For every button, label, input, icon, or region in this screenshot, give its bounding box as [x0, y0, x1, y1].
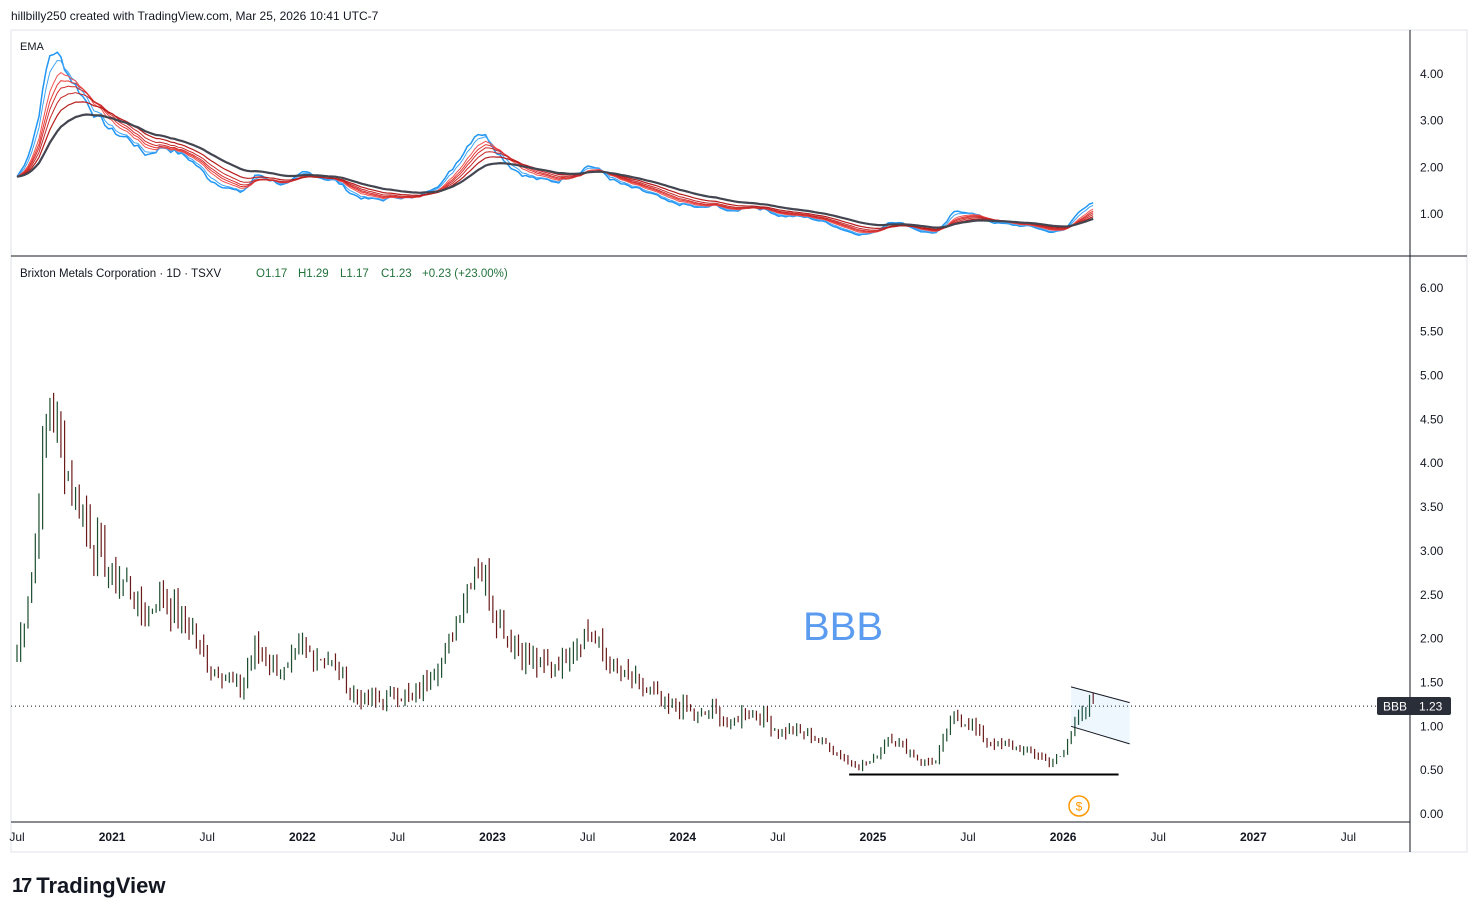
ema-line-15 [16, 92, 1094, 231]
time-tick: Jul [580, 830, 595, 844]
channel-lower-line [1070, 725, 1130, 745]
ema-price-tick: 3.00 [1420, 114, 1444, 128]
time-tick: 2026 [1050, 830, 1077, 844]
price-tick: 1.00 [1420, 719, 1444, 733]
ohlc-high: H1.29 [298, 268, 329, 280]
last-price-symbol: BBB [1383, 700, 1407, 714]
time-tick: Jul [770, 830, 785, 844]
price-tick: 4.50 [1420, 412, 1444, 426]
price-tick: 6.00 [1420, 281, 1444, 295]
price-tick: 0.50 [1420, 763, 1444, 777]
ohlc-low: L1.17 [340, 268, 369, 280]
tradingview-logo[interactable]: 17 TradingView [12, 873, 166, 898]
price-tick: 2.50 [1420, 588, 1444, 602]
ema-line-5 [16, 59, 1094, 235]
main-pane-title: Brixton Metals Corporation · 1D · TSXV [20, 268, 221, 280]
ohlc-close: C1.23 [381, 268, 412, 280]
ohlc-change: +0.23 (+23.00%) [422, 268, 508, 280]
time-tick: 2024 [669, 830, 696, 844]
ema-line-10 [16, 80, 1094, 233]
price-tick: 1.50 [1420, 675, 1444, 689]
chart-frame [10, 29, 1468, 853]
ema-price-tick: 2.00 [1420, 160, 1444, 174]
price-tick: 0.00 [1420, 807, 1444, 821]
time-tick: 2027 [1240, 830, 1267, 844]
time-tick: Jul [9, 830, 24, 844]
price-tick: 4.00 [1420, 456, 1444, 470]
ema-line-20 [16, 101, 1094, 230]
time-tick: Jul [1151, 830, 1166, 844]
ohlc-open: O1.17 [256, 268, 287, 280]
last-price-value: 1.23 [1419, 700, 1443, 714]
time-tick: Jul [960, 830, 975, 844]
ema-line-12 [16, 85, 1094, 232]
ema-price-tick: 4.00 [1420, 67, 1444, 81]
dividend-marker[interactable]: $ [1068, 795, 1090, 817]
ema-price-tick: 1.00 [1420, 207, 1444, 221]
time-tick: Jul [390, 830, 405, 844]
time-tick: 2022 [289, 830, 316, 844]
time-tick: 2023 [479, 830, 506, 844]
dividend-icon[interactable] [1068, 795, 1090, 817]
channel-fill [1071, 686, 1130, 744]
ema-pane-title: EMA [20, 41, 45, 53]
symbol-annotation[interactable]: BBB [803, 605, 883, 649]
channel-upper-line [1070, 686, 1130, 704]
ema-line-30 [16, 113, 1094, 229]
svg-text:$: $ [1076, 800, 1083, 814]
last-price-label: BBB 1.23 [1377, 697, 1451, 715]
time-tick: Jul [200, 830, 215, 844]
time-tick: 2021 [99, 830, 126, 844]
price-tick: 5.00 [1420, 369, 1444, 383]
price-tick: 3.50 [1420, 500, 1444, 514]
time-tick: 2025 [860, 830, 887, 844]
price-tick: 5.50 [1420, 325, 1444, 339]
price-tick: 3.00 [1420, 544, 1444, 558]
price-tick: 2.00 [1420, 632, 1444, 646]
header-credit: hillbilly250 created with TradingView.co… [11, 9, 379, 23]
ema-line-3 [16, 51, 1094, 236]
time-tick: Jul [1341, 830, 1356, 844]
